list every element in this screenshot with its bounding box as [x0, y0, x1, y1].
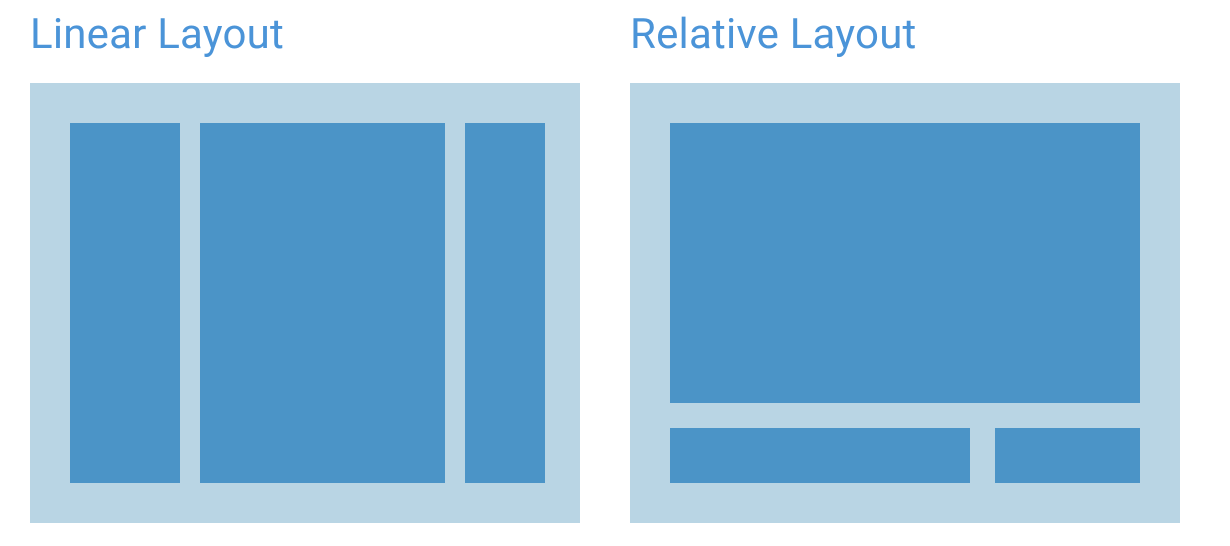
block-linear-0 — [70, 123, 180, 483]
title-relative: Relative Layout — [630, 10, 1180, 59]
canvas-relative — [630, 83, 1180, 523]
panel-linear: Linear Layout — [30, 10, 580, 523]
block-relative-1 — [670, 428, 970, 483]
block-linear-1 — [200, 123, 445, 483]
block-relative-2 — [995, 428, 1140, 483]
canvas-linear — [30, 83, 580, 523]
panel-relative: Relative Layout — [630, 10, 1180, 523]
block-relative-0 — [670, 123, 1140, 403]
title-linear: Linear Layout — [30, 10, 580, 59]
diagram-row: Linear Layout Relative Layout — [30, 10, 1200, 523]
block-linear-2 — [465, 123, 545, 483]
